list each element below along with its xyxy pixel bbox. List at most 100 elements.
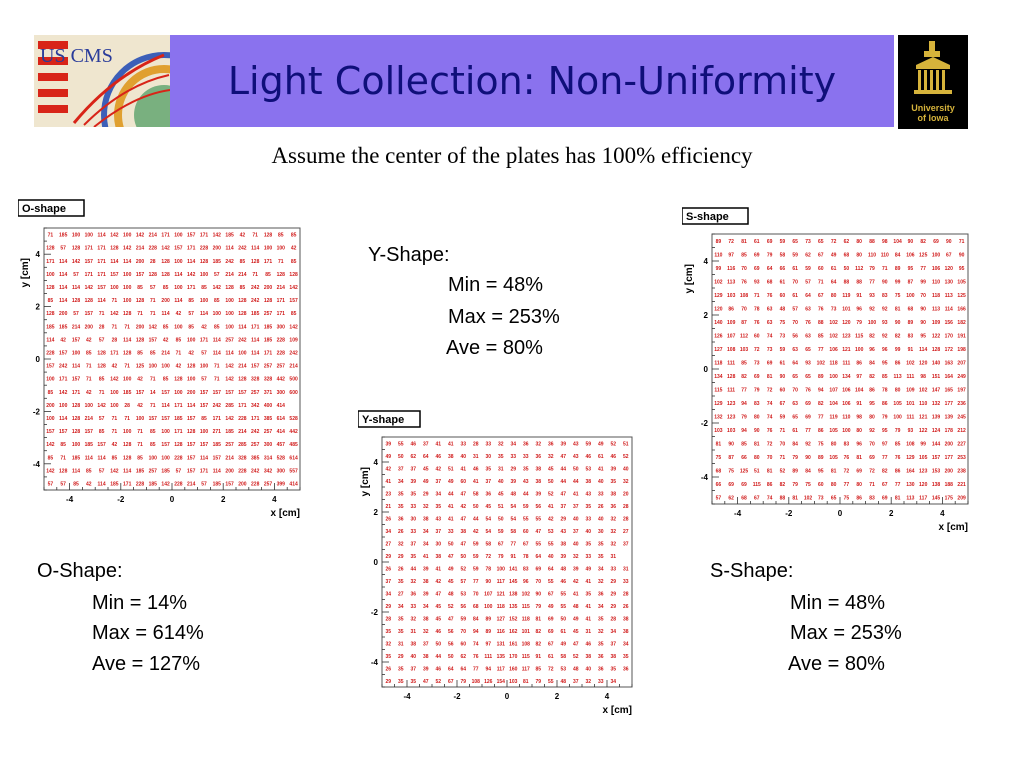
cell-value: 77: [805, 428, 811, 434]
cell-value: 157: [161, 390, 170, 396]
cell-value: 85: [201, 285, 207, 291]
cell-value: 32: [423, 629, 429, 635]
cell-value: 39: [410, 479, 416, 485]
cell-value: 42: [188, 350, 194, 356]
cell-value: 142: [213, 233, 222, 239]
cell-value: 81: [792, 495, 798, 501]
cell-value: 79: [741, 414, 747, 420]
s-shape-max: Max = 253%: [790, 622, 902, 644]
y-tick-label: -4: [33, 460, 41, 469]
cell-value: 171: [174, 403, 183, 409]
cell-value: 100: [85, 233, 94, 239]
cell-value: 37: [398, 466, 404, 472]
cell-value: 39: [423, 591, 429, 597]
cell-value: 242: [213, 403, 222, 409]
cell-value: 142: [161, 481, 170, 487]
cell-value: 200: [945, 468, 954, 474]
cell-value: 65: [805, 347, 811, 353]
cell-value: 85: [112, 455, 118, 461]
cell-value: 214: [149, 233, 158, 239]
cell-value: 31: [623, 566, 629, 572]
cell-value: 32: [598, 579, 604, 585]
cell-value: 47: [560, 454, 566, 460]
cell-value: 76: [473, 654, 479, 660]
cell-value: 113: [894, 374, 902, 380]
cell-value: 77: [895, 482, 901, 488]
cell-value: 138: [509, 591, 518, 597]
cell-value: 59: [805, 266, 811, 272]
cell-value: 457: [277, 442, 286, 448]
cell-value: 49: [448, 566, 454, 572]
cell-value: 114: [72, 364, 80, 370]
cell-value: 112: [740, 333, 748, 339]
cell-value: 45: [435, 616, 441, 622]
cell-value: 257: [264, 364, 273, 370]
cell-value: 35: [398, 616, 404, 622]
cell-value: 114: [226, 246, 234, 252]
cell-value: 90: [805, 455, 811, 461]
cell-value: 27: [385, 541, 391, 547]
cell-value: 172: [945, 347, 954, 353]
cell-value: 70: [792, 279, 798, 285]
cell-value: 80: [831, 293, 837, 299]
cell-value: 43: [585, 491, 591, 497]
cell-value: 33: [623, 579, 629, 585]
cell-value: 130: [906, 482, 915, 488]
cell-value: 100: [123, 298, 132, 304]
cell-value: 47: [435, 591, 441, 597]
cell-value: 37: [423, 441, 429, 447]
cell-value: 128: [264, 298, 273, 304]
cell-value: 142: [289, 324, 298, 330]
cell-value: 108: [740, 293, 749, 299]
cell-value: 271: [213, 429, 222, 435]
cell-value: 85: [150, 350, 156, 356]
plot-frame: [381, 436, 633, 688]
cell-value: 69: [933, 239, 939, 245]
cell-value: 43: [573, 454, 579, 460]
s-shape-heatmap-chart: S-shape -4 -2 0 2 4 -4 -2 0 2 4 x [cm] y [cm] 89 72 81 6…: [682, 207, 969, 533]
cell-value: 128: [174, 442, 183, 448]
cell-value: 32: [610, 541, 616, 547]
cell-value: 32: [410, 616, 416, 622]
cell-value: 85: [188, 298, 194, 304]
cell-value: 117: [919, 495, 927, 501]
cell-value: 117: [497, 666, 505, 672]
cell-value: 41: [585, 604, 591, 610]
cell-value: 242: [251, 468, 260, 474]
cell-value: 81: [856, 455, 862, 461]
cell-value: 64: [805, 293, 811, 299]
cell-value: 414: [277, 403, 286, 409]
plot-frame: [711, 233, 969, 505]
cell-value: 37: [573, 504, 579, 510]
cell-value: 102: [714, 279, 723, 285]
cell-value: 147: [932, 387, 941, 393]
cell-value: 107: [829, 387, 838, 393]
cell-value: 86: [767, 482, 773, 488]
cell-value: 55: [548, 579, 554, 585]
cell-value: 198: [957, 347, 966, 353]
cell-value: 100: [110, 390, 119, 396]
cell-value: 34: [610, 629, 616, 635]
cell-value: 70: [780, 441, 786, 447]
cell-value: 171: [46, 259, 55, 265]
o-shape-ave: Ave = 127%: [92, 653, 201, 675]
cell-value: 102: [906, 360, 915, 366]
cell-value: 114: [123, 468, 131, 474]
cell-value: 100: [85, 403, 94, 409]
cell-value: 96: [856, 441, 862, 447]
cell-value: 257: [225, 442, 234, 448]
y-shape-max: Max = 253%: [448, 306, 560, 328]
cell-value: 171: [264, 259, 273, 265]
cell-value: 122: [919, 428, 928, 434]
cell-value: 100: [123, 429, 132, 435]
cell-value: 86: [869, 387, 875, 393]
cell-value: 46: [435, 666, 441, 672]
cell-value: 44: [560, 466, 566, 472]
cell-value: 414: [289, 481, 298, 487]
cell-value: 41: [573, 591, 579, 597]
cell-value: 85: [214, 324, 220, 330]
cell-value: 57: [214, 272, 220, 278]
cell-value: 77: [869, 279, 875, 285]
cell-value: 79: [792, 482, 798, 488]
cell-value: 42: [86, 390, 92, 396]
